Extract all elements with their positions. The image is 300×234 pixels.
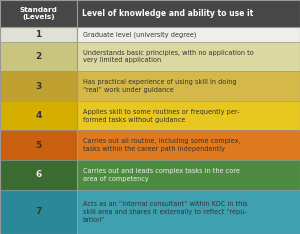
- Bar: [0, 71, 76, 101]
- Text: Standard
(Levels): Standard (Levels): [19, 7, 57, 20]
- Text: 5: 5: [35, 141, 41, 150]
- Text: Level of knowledge and ability to use it: Level of knowledge and ability to use it: [82, 9, 254, 18]
- Text: 1: 1: [35, 30, 41, 39]
- Bar: [0, 130, 76, 160]
- Text: Acts as an “internal consultant” within KOC in this
skill area and shares it ext: Acts as an “internal consultant” within …: [83, 201, 248, 223]
- Bar: [76, 190, 300, 234]
- Text: Carries out and leads complex tasks in the core
area of competency: Carries out and leads complex tasks in t…: [83, 168, 240, 182]
- Text: 2: 2: [35, 52, 41, 61]
- Bar: [0, 190, 76, 234]
- Text: Applies skill to some routines or frequently per-
formed tasks without guidance: Applies skill to some routines or freque…: [83, 109, 240, 123]
- Text: 6: 6: [35, 170, 41, 179]
- Text: Graduate level (university degree): Graduate level (university degree): [83, 31, 196, 37]
- Bar: [76, 42, 300, 71]
- Bar: [0, 101, 76, 130]
- Bar: [76, 71, 300, 101]
- Bar: [0, 42, 76, 71]
- Bar: [76, 0, 300, 27]
- Bar: [76, 130, 300, 160]
- Bar: [0, 27, 76, 42]
- Bar: [76, 101, 300, 130]
- Bar: [0, 160, 76, 190]
- Text: 4: 4: [35, 111, 41, 120]
- Text: 3: 3: [35, 82, 41, 91]
- Bar: [76, 27, 300, 42]
- Bar: [0, 0, 76, 27]
- Text: Carries out all routine, including some complex,
tasks within the career path in: Carries out all routine, including some …: [83, 138, 241, 152]
- Bar: [76, 160, 300, 190]
- Text: Understands basic principles, with no application to
very limited application: Understands basic principles, with no ap…: [83, 50, 254, 63]
- Text: Has practical experience of using skill in doing
“real” work under guidance: Has practical experience of using skill …: [83, 79, 237, 93]
- Text: 7: 7: [35, 207, 41, 216]
